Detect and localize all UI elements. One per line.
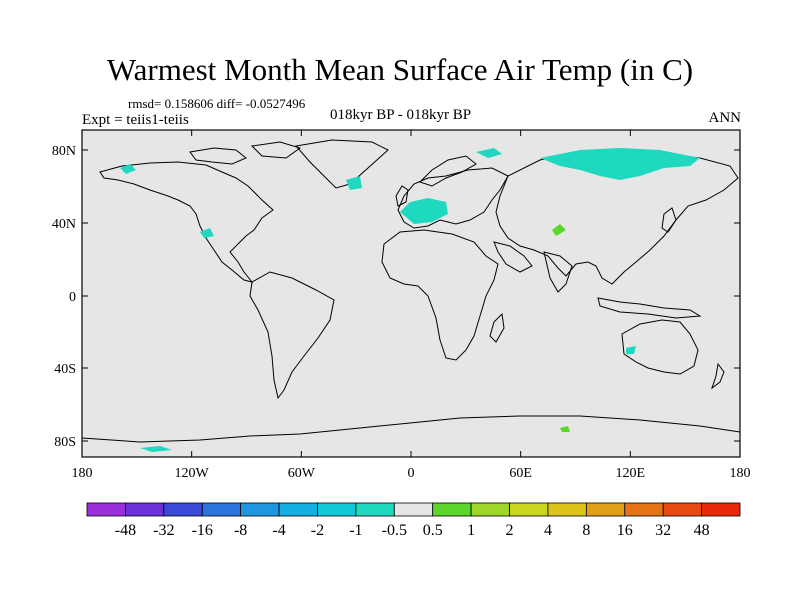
colorbar-label: 48 <box>694 522 710 539</box>
lon-tick-label: 120W <box>175 466 210 481</box>
colorbar-label: 2 <box>506 522 514 539</box>
anomaly-patches <box>120 148 700 452</box>
colorbar-swatch <box>662 502 702 517</box>
colorbar-swatch <box>201 502 242 517</box>
coast-british-isles <box>395 185 409 207</box>
colorbar-swatch <box>355 502 395 517</box>
colorbar-swatch <box>393 502 434 517</box>
coast-arctic-islands <box>189 141 302 165</box>
anomaly-asia-positive <box>552 224 566 236</box>
anomaly-antarctica-positive <box>560 426 570 432</box>
anomaly-greenland <box>346 176 362 190</box>
colorbar-label: -8 <box>234 522 247 539</box>
colorbar-swatch <box>125 502 165 517</box>
anomaly-antarctica-west <box>140 446 172 452</box>
anomaly-alaska <box>120 164 136 174</box>
colorbar-label: -48 <box>115 522 136 539</box>
lon-tick-label: 60E <box>509 466 532 481</box>
map-title: Warmest Month Mean Surface Air Temp (in … <box>106 52 694 87</box>
anomaly-central-europe <box>400 198 448 224</box>
colorbar-swatch <box>317 502 357 517</box>
lon-tick-label: 180 <box>72 466 93 481</box>
map-axes: 80N 40N 0 40S 80S 180 120W 60W 0 60E 120E 180 <box>52 130 751 481</box>
season-label: ANN <box>708 110 742 126</box>
colorbar-label: 4 <box>544 522 552 539</box>
colorbar-swatch <box>470 502 510 517</box>
colorbar-label: -0.5 <box>382 522 407 539</box>
coast-arabia <box>493 241 533 273</box>
anomaly-arctic-north <box>476 148 502 158</box>
colorbar-label: 1 <box>467 522 475 539</box>
colorbar: -48 -32 -16 -8 -4 -2 -1 -0.5 0.5 1 2 4 8 16 32 48 <box>86 502 741 539</box>
colorbar-swatch <box>163 502 203 517</box>
lat-tick-label: 40S <box>54 362 76 377</box>
stats-line: rmsd= 0.158606 diff= -0.0527496 <box>128 96 306 111</box>
colorbar-label: 8 <box>582 522 590 539</box>
colorbar-label: -4 <box>272 522 285 539</box>
colorbar-label: -1 <box>349 522 362 539</box>
anomaly-australia <box>626 346 636 354</box>
colorbar-label: 0.5 <box>423 522 443 539</box>
lon-tick-label: 120E <box>616 466 646 481</box>
anomaly-siberia <box>540 148 700 180</box>
colorbar-label: -2 <box>311 522 324 539</box>
lon-tick-label: 0 <box>408 466 415 481</box>
coast-australia <box>621 319 699 375</box>
coast-japan <box>661 207 677 233</box>
colorbar-swatch <box>624 502 664 517</box>
coast-indonesia <box>597 297 702 319</box>
colorbar-label: 16 <box>617 522 633 539</box>
lon-tick-label: 180 <box>730 466 751 481</box>
coast-new-zealand <box>711 362 725 390</box>
coast-scandinavia <box>419 155 477 187</box>
lat-tick-label: 40N <box>52 217 76 232</box>
anomaly-north-america <box>200 228 214 238</box>
lat-tick-label: 0 <box>69 290 76 305</box>
colorbar-swatch <box>585 502 626 517</box>
colorbar-label: -32 <box>153 522 174 539</box>
coast-antarctica <box>81 415 741 443</box>
period-label: 018kyr BP - 018kyr BP <box>330 107 472 123</box>
coast-north-america <box>99 161 274 283</box>
colorbar-swatch <box>86 502 126 517</box>
colorbar-swatch <box>701 502 741 517</box>
colorbar-swatch <box>240 502 280 517</box>
colorbar-swatch <box>278 502 318 517</box>
map-background <box>82 130 740 457</box>
colorbar-swatch <box>509 502 549 517</box>
coast-madagascar <box>489 312 505 343</box>
colorbar-label: -16 <box>192 522 213 539</box>
colorbar-label: 32 <box>655 522 671 539</box>
experiment-label: Expt = teiis1-teiis <box>82 112 189 128</box>
lat-tick-label: 80S <box>54 435 76 450</box>
colorbar-swatch <box>547 502 587 517</box>
coast-south-america <box>249 271 335 400</box>
coast-europe <box>397 167 509 229</box>
lat-tick-label: 80N <box>52 144 76 159</box>
lon-tick-label: 60W <box>288 466 316 481</box>
coast-india <box>543 251 573 293</box>
coast-africa <box>381 229 499 361</box>
coast-greenland <box>295 139 389 189</box>
coastlines <box>81 139 741 443</box>
colorbar-swatch <box>432 502 472 517</box>
